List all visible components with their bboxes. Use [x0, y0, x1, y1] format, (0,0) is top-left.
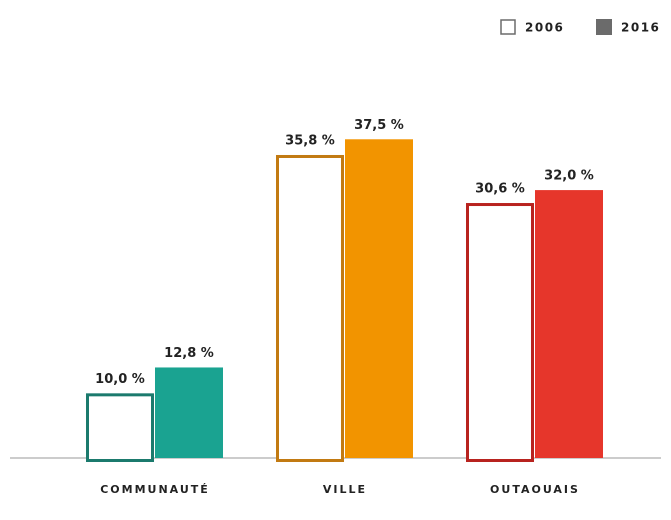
legend-swatch	[500, 19, 516, 35]
data-label: 12,8 %	[164, 346, 214, 361]
data-label: 32,0 %	[544, 169, 594, 184]
legend-swatch	[596, 19, 612, 35]
bar	[466, 203, 534, 462]
legend-label: 2006	[525, 21, 564, 35]
bar	[86, 393, 154, 463]
legend-label: 2016	[621, 21, 660, 35]
data-label: 10,0 %	[95, 372, 145, 387]
bar	[345, 139, 413, 459]
data-label: 30,6 %	[475, 182, 525, 197]
x-tick-label: VILLE	[323, 483, 367, 496]
x-tick-label: COMMUNAUTÉ	[100, 483, 210, 496]
bar	[155, 367, 223, 458]
bar	[276, 154, 344, 462]
data-label: 37,5 %	[354, 118, 404, 133]
bar	[535, 190, 603, 458]
x-tick-label: OUTAOUAIS	[490, 483, 580, 496]
data-label: 35,8 %	[285, 133, 335, 148]
